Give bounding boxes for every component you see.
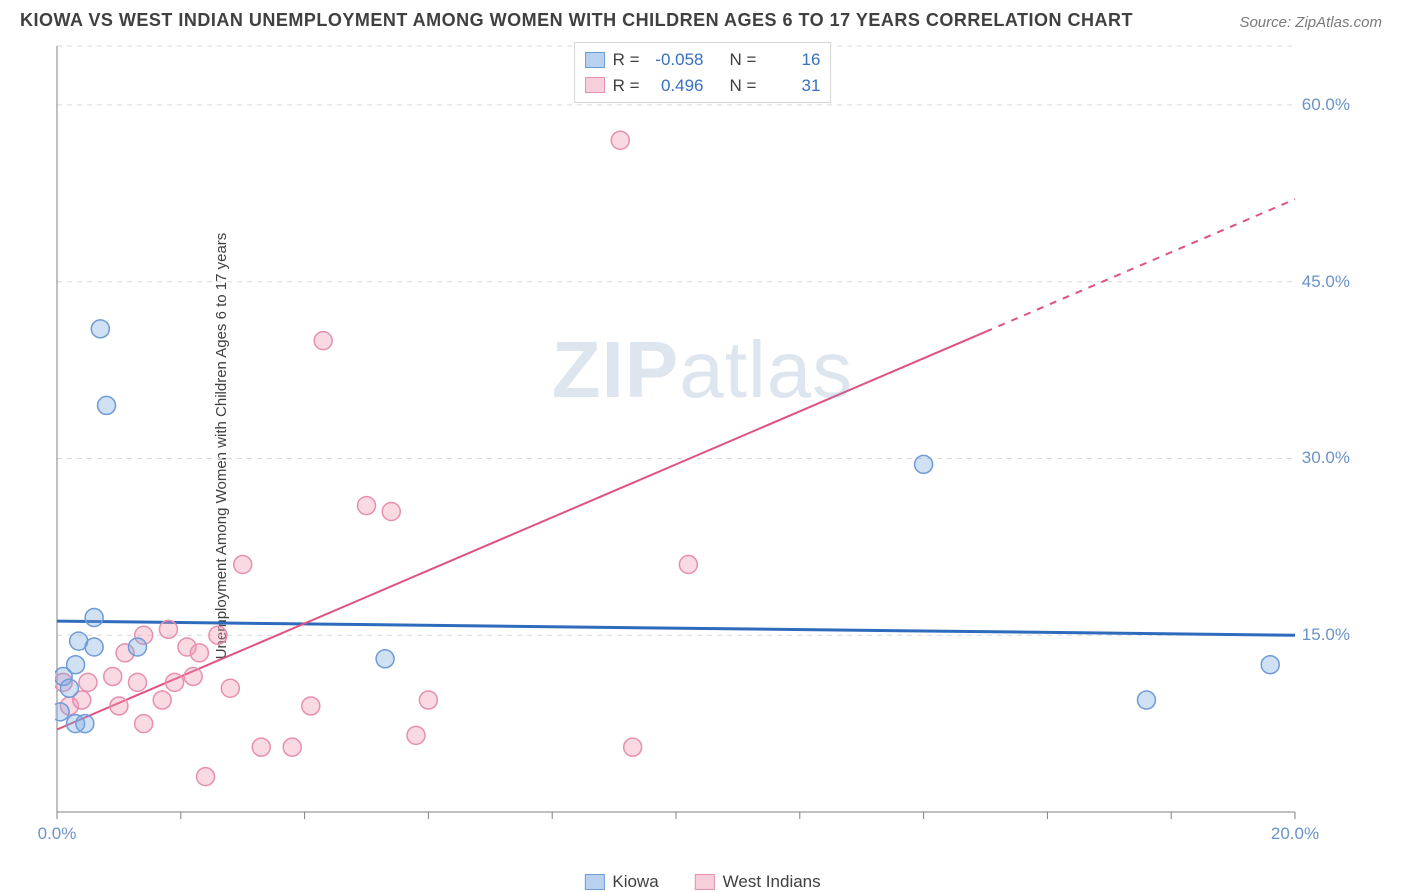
label-R: R = xyxy=(613,47,640,73)
chart-svg xyxy=(55,42,1350,822)
y-tick-label: 45.0% xyxy=(1302,272,1350,292)
swatch-westindians xyxy=(695,874,715,890)
value-R-westindians: 0.496 xyxy=(648,73,704,99)
label-R: R = xyxy=(613,73,640,99)
legend-label-westindians: West Indians xyxy=(723,872,821,892)
source-attribution: Source: ZipAtlas.com xyxy=(1239,14,1382,31)
y-tick-label: 60.0% xyxy=(1302,95,1350,115)
chart-title: KIOWA VS WEST INDIAN UNEMPLOYMENT AMONG … xyxy=(20,10,1133,31)
value-N-kiowa: 16 xyxy=(764,47,820,73)
swatch-kiowa xyxy=(584,874,604,890)
plot-area: R = -0.058 N = 16 R = 0.496 N = 31 ZIPat… xyxy=(55,42,1350,822)
label-N: N = xyxy=(730,47,757,73)
legend-label-kiowa: Kiowa xyxy=(612,872,658,892)
label-N: N = xyxy=(730,73,757,99)
swatch-westindians xyxy=(585,77,605,93)
legend-item-westindians: West Indians xyxy=(695,872,821,892)
value-N-westindians: 31 xyxy=(764,73,820,99)
legend-row-westindians: R = 0.496 N = 31 xyxy=(585,73,821,99)
y-tick-label: 30.0% xyxy=(1302,448,1350,468)
y-tick-label: 15.0% xyxy=(1302,625,1350,645)
x-tick-label: 0.0% xyxy=(38,824,77,854)
swatch-kiowa xyxy=(585,52,605,68)
legend-item-kiowa: Kiowa xyxy=(584,872,658,892)
series-legend: Kiowa West Indians xyxy=(584,872,820,892)
legend-row-kiowa: R = -0.058 N = 16 xyxy=(585,47,821,73)
x-tick-label: 20.0% xyxy=(1271,824,1319,854)
correlation-legend: R = -0.058 N = 16 R = 0.496 N = 31 xyxy=(574,42,832,103)
value-R-kiowa: -0.058 xyxy=(648,47,704,73)
